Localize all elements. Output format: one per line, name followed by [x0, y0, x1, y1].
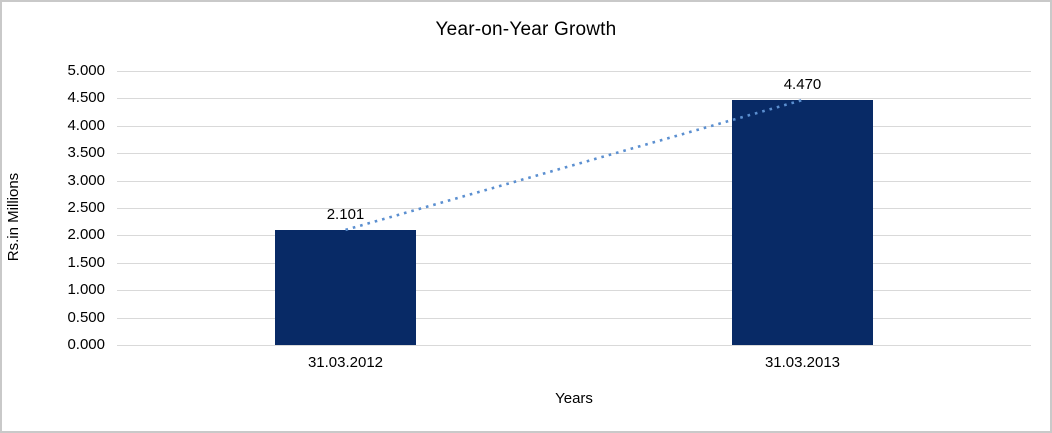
- gridline: [117, 345, 1031, 346]
- y-tick-label: 4.500: [67, 89, 105, 107]
- gridline: [117, 71, 1031, 72]
- bar-31.03.2012: [275, 229, 416, 345]
- x-tick-label: 31.03.2013: [764, 354, 841, 371]
- y-axis-title: Rs.in Millions: [5, 172, 22, 261]
- gridline: [117, 125, 1031, 127]
- x-tick-label: 31.03.2012: [307, 354, 384, 371]
- gridline: [117, 317, 1031, 319]
- y-tick-label: 4.000: [67, 116, 105, 134]
- y-tick-label: 3.000: [67, 171, 105, 189]
- data-label: 2.101: [326, 205, 365, 223]
- gridline: [117, 290, 1031, 292]
- y-tick-label: 1.000: [67, 281, 105, 299]
- y-tick-label: 5.000: [67, 62, 105, 79]
- data-label: 4.470: [783, 76, 822, 94]
- gridline: [117, 262, 1031, 264]
- chart-title: Year-on-Year Growth: [435, 19, 617, 40]
- plot-area: 2.101 4.470: [117, 71, 1031, 346]
- trendline: [345, 98, 803, 232]
- gridline: [117, 98, 1031, 100]
- gridline: [117, 153, 1031, 155]
- gridline: [117, 180, 1031, 182]
- gridline: [117, 208, 1031, 209]
- x-axis-title: Years: [555, 390, 593, 407]
- gridline: [117, 235, 1031, 237]
- trendline-path: [345, 98, 803, 232]
- y-tick-label: 3.500: [67, 144, 105, 162]
- y-tick-label: 0.000: [67, 336, 105, 353]
- y-tick-label: 0.500: [67, 308, 105, 326]
- y-tick-label: 2.500: [67, 199, 105, 216]
- bar-31.03.2013: [732, 100, 873, 345]
- y-tick-label: 1.500: [67, 253, 105, 271]
- y-tick-label: 2.000: [67, 226, 105, 244]
